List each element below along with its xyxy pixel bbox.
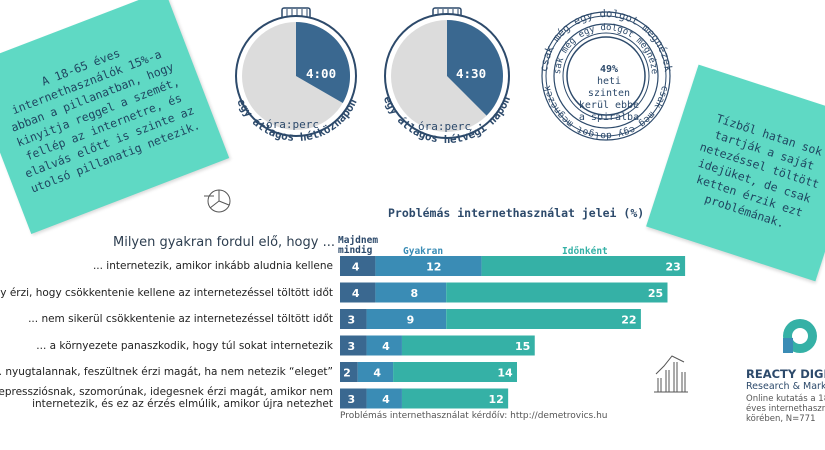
bar-label-majdnem-mindig-row-6: 3	[347, 393, 355, 406]
stopwatch-weekday	[235, 7, 357, 137]
bar-idonkent-row-2	[446, 282, 668, 303]
category-label: ... nem sikerül csökkentenie az internet…	[28, 313, 333, 325]
bar-label-idonkent-row-3: 22	[621, 314, 636, 327]
bar-label-majdnem-mindig-row-4: 3	[347, 340, 355, 353]
bar-gyakran-row-2	[375, 282, 447, 303]
bar-label-gyakran-row-6: 4	[382, 393, 390, 406]
bar-idonkent-row-3	[446, 309, 641, 329]
category-label: ... depressziósnak, szomorúnak, idegesne…	[0, 385, 333, 410]
bar-label-gyakran-row-4: 4	[382, 340, 390, 353]
category-label: ... a környezete panaszkodik, hogy túl s…	[36, 339, 333, 352]
timer-weekend-unit: óra:perc	[418, 120, 471, 133]
spiral-center-text: 49% heti szinten kerül ebbe a spirálba	[573, 64, 645, 124]
spiral-line2: kerül ebbe	[578, 100, 640, 111]
chart-question: Milyen gyakran fordul elő, hogy ...	[112, 235, 335, 250]
spiral-line1: heti szinten	[587, 76, 631, 99]
timer-weekend-time: 4:30	[456, 66, 487, 81]
legend-idonkent: Időnként	[562, 246, 608, 257]
bar-label-gyakran-row-5: 4	[373, 367, 381, 380]
time-wedge-weekend	[447, 20, 504, 116]
timer-weekday-unit: óra:perc	[266, 118, 319, 131]
bar-idonkent-row-1	[481, 256, 686, 276]
bar-majdnem-mindig-row-3	[340, 309, 367, 329]
bar-label-gyakran-row-1: 12	[426, 261, 441, 274]
bar-label-idonkent-row-4: 15	[515, 340, 530, 353]
bar-label-gyakran-row-2: 8	[410, 287, 418, 300]
bar-label-idonkent-row-1: 23	[665, 261, 680, 274]
spiral-pct: 49%	[599, 64, 619, 75]
bar-gyakran-row-3	[366, 309, 447, 329]
category-label: ... internetezik, amikor inkább aludnia …	[92, 260, 333, 272]
bar-gyakran-row-1	[375, 256, 482, 276]
time-wedge-weekday	[296, 21, 351, 104]
bar-chart-doodle-icon	[654, 355, 688, 393]
timer-weekday-time: 4:00	[306, 66, 337, 81]
legend-gyakran: Gyakran	[403, 246, 444, 257]
bar-idonkent-row-6	[401, 388, 509, 409]
brand-sub: Research & Marketing	[746, 381, 825, 392]
stacked-bar-chart: 4 12 23 4 8 25 3 9 22 3 4 15 2 4 14 3 4 12	[340, 256, 686, 409]
brand-name: REACTY DIGITAL	[746, 367, 825, 381]
brand-desc: Online kutatás a 18-65 éves internethasz…	[746, 394, 825, 424]
bar-label-idonkent-row-2: 25	[648, 287, 663, 300]
spiral	[541, 11, 671, 141]
bar-label-gyakran-row-3: 9	[407, 314, 415, 327]
bar-gyakran-row-5	[357, 362, 394, 382]
chart-source: Problémás internethasználat kérdőív: htt…	[340, 411, 608, 421]
bar-gyakran-row-6	[366, 388, 402, 409]
reacty-logo-icon	[783, 319, 817, 353]
bar-label-majdnem-mindig-row-3: 3	[347, 314, 355, 327]
bar-label-majdnem-mindig-row-1: 4	[352, 261, 360, 274]
bar-label-idonkent-row-6: 12	[488, 393, 503, 406]
bar-gyakran-row-4	[366, 335, 402, 356]
spiral-line3: a spirálba	[578, 112, 640, 123]
stopwatch-weekend	[384, 7, 510, 139]
legend-majdnem-mindig: Majdnem mindig	[338, 235, 379, 256]
bar-idonkent-row-4	[401, 335, 535, 356]
bar-majdnem-mindig-row-5	[340, 362, 358, 382]
pie-doodle-icon	[204, 189, 231, 213]
bar-majdnem-mindig-row-6	[340, 388, 367, 409]
category-label: ... nyugtalannak, feszültnek érzi magát,…	[0, 366, 333, 378]
bar-majdnem-mindig-row-1	[340, 256, 376, 276]
chart-title: Problémás internethasználat jelei (%)	[388, 206, 645, 220]
bar-label-majdnem-mindig-row-2: 4	[352, 287, 360, 300]
bar-idonkent-row-5	[393, 362, 517, 382]
bar-majdnem-mindig-row-2	[340, 282, 376, 303]
bar-majdnem-mindig-row-4	[340, 335, 367, 356]
bar-label-majdnem-mindig-row-5: 2	[343, 367, 351, 380]
category-label: ... úgy érzi, hogy csökkentenie kellene …	[0, 286, 333, 299]
bar-label-idonkent-row-5: 14	[497, 367, 513, 380]
